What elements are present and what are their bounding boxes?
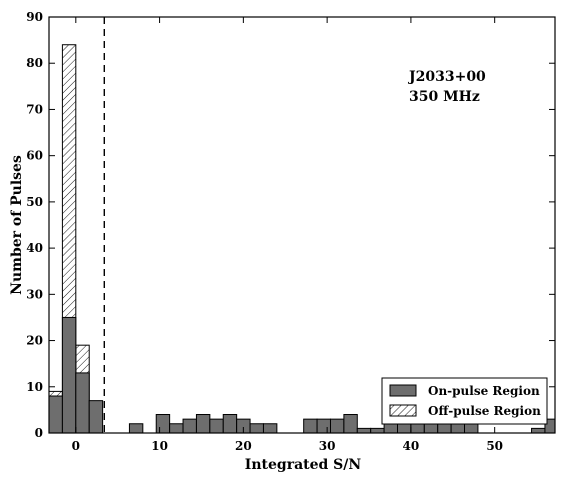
x-axis-label: Integrated S/N	[245, 457, 362, 473]
on-pulse-bar	[88, 400, 104, 434]
y-tick-label: 30	[26, 287, 43, 301]
y-tick-label: 80	[26, 56, 43, 70]
on-pulse-bar	[410, 423, 425, 434]
on-pulse-bar	[249, 423, 264, 434]
on-pulse-bar	[48, 395, 63, 434]
x-tick-label: 40	[403, 439, 420, 453]
on-pulse-bar	[329, 418, 345, 434]
on-pulse-bar	[209, 418, 224, 434]
y-axis-label: Number of Pulses	[9, 155, 25, 295]
y-tick-label: 60	[26, 149, 43, 163]
on-pulse-bar	[222, 414, 238, 434]
y-tick-label: 10	[26, 380, 43, 394]
on-pulse-bar	[531, 427, 546, 434]
y-tick-label: 50	[26, 195, 43, 209]
legend-label-on-pulse: On-pulse Region	[428, 384, 540, 398]
on-pulse-bar	[155, 414, 171, 434]
pulsar-name-annotation: J2033+00	[407, 69, 486, 85]
axes: 0 10 20 30 40 50 0 10 20 30 40 50 60 70 80 90	[26, 10, 556, 453]
plot-frame	[48, 16, 556, 434]
on-pulse-bar	[169, 423, 184, 434]
on-pulse-bar	[316, 418, 331, 434]
x-tick-label: 20	[235, 439, 252, 453]
on-pulse-bar	[423, 423, 439, 434]
legend: On-pulse Region Off-pulse Region	[381, 377, 548, 425]
on-pulse-bar	[262, 423, 278, 434]
on-pulse-bar	[450, 423, 466, 434]
y-tick-label: 20	[26, 334, 43, 348]
x-tick-label: 0	[72, 439, 80, 453]
on-pulse-bar	[343, 414, 358, 434]
legend-swatch-on-pulse	[389, 384, 417, 397]
on-pulse-bar	[464, 423, 479, 434]
y-tick-label: 90	[26, 10, 43, 24]
on-pulse-bar	[356, 427, 372, 434]
x-tick-label: 30	[319, 439, 336, 453]
y-tick-label: 0	[35, 426, 43, 440]
on-pulse-bar	[182, 418, 197, 434]
on-pulse-bar	[75, 372, 90, 434]
x-tick-label: 10	[151, 439, 168, 453]
on-pulse-bar	[437, 423, 452, 434]
legend-swatch-off-pulse	[389, 404, 417, 417]
on-pulse-bar	[303, 418, 318, 434]
on-pulse-bar	[383, 423, 399, 434]
y-tick-label: 70	[26, 102, 43, 116]
on-pulse-bar	[370, 427, 385, 434]
on-pulse-bar	[61, 316, 77, 434]
y-tick-label: 40	[26, 241, 43, 255]
x-tick-label: 50	[486, 439, 503, 453]
legend-label-off-pulse: Off-pulse Region	[428, 404, 541, 418]
on-pulse-bar	[128, 423, 144, 434]
frequency-annotation: 350 MHz	[409, 89, 480, 105]
plot-area	[48, 17, 556, 434]
on-pulse-bar	[195, 414, 211, 434]
on-pulse-bar	[397, 423, 412, 434]
